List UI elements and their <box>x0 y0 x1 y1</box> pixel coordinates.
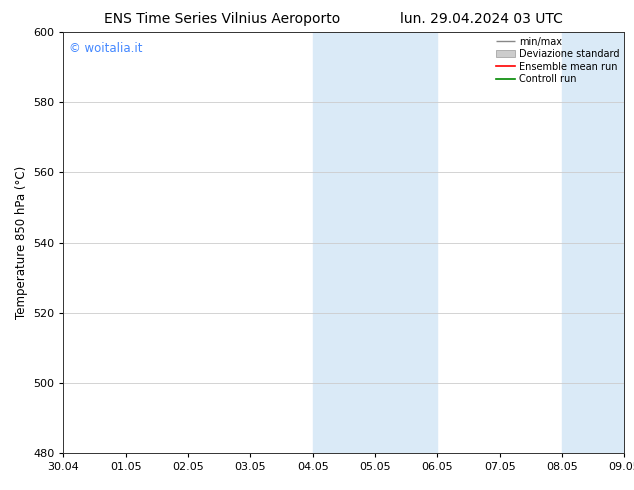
Text: ENS Time Series Vilnius Aeroporto: ENS Time Series Vilnius Aeroporto <box>104 12 340 26</box>
Text: © woitalia.it: © woitalia.it <box>69 43 143 55</box>
Text: lun. 29.04.2024 03 UTC: lun. 29.04.2024 03 UTC <box>401 12 563 26</box>
Bar <box>562 32 634 453</box>
Y-axis label: Temperature 850 hPa (°C): Temperature 850 hPa (°C) <box>15 166 27 319</box>
Bar <box>313 32 437 453</box>
Legend: min/max, Deviazione standard, Ensemble mean run, Controll run: min/max, Deviazione standard, Ensemble m… <box>494 35 621 86</box>
